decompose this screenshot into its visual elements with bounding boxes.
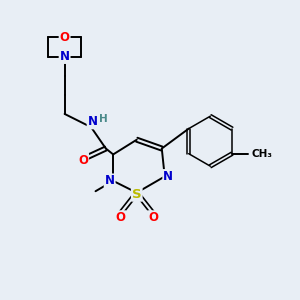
Text: O: O bbox=[148, 211, 158, 224]
Text: O: O bbox=[60, 31, 70, 44]
Text: S: S bbox=[132, 188, 142, 201]
Text: CH₃: CH₃ bbox=[251, 149, 272, 159]
Text: N: N bbox=[88, 116, 98, 128]
Text: N: N bbox=[60, 50, 70, 63]
Text: N: N bbox=[163, 170, 173, 183]
Text: N: N bbox=[105, 174, 115, 188]
Text: O: O bbox=[78, 154, 88, 167]
Text: O: O bbox=[116, 211, 126, 224]
Text: H: H bbox=[99, 114, 108, 124]
